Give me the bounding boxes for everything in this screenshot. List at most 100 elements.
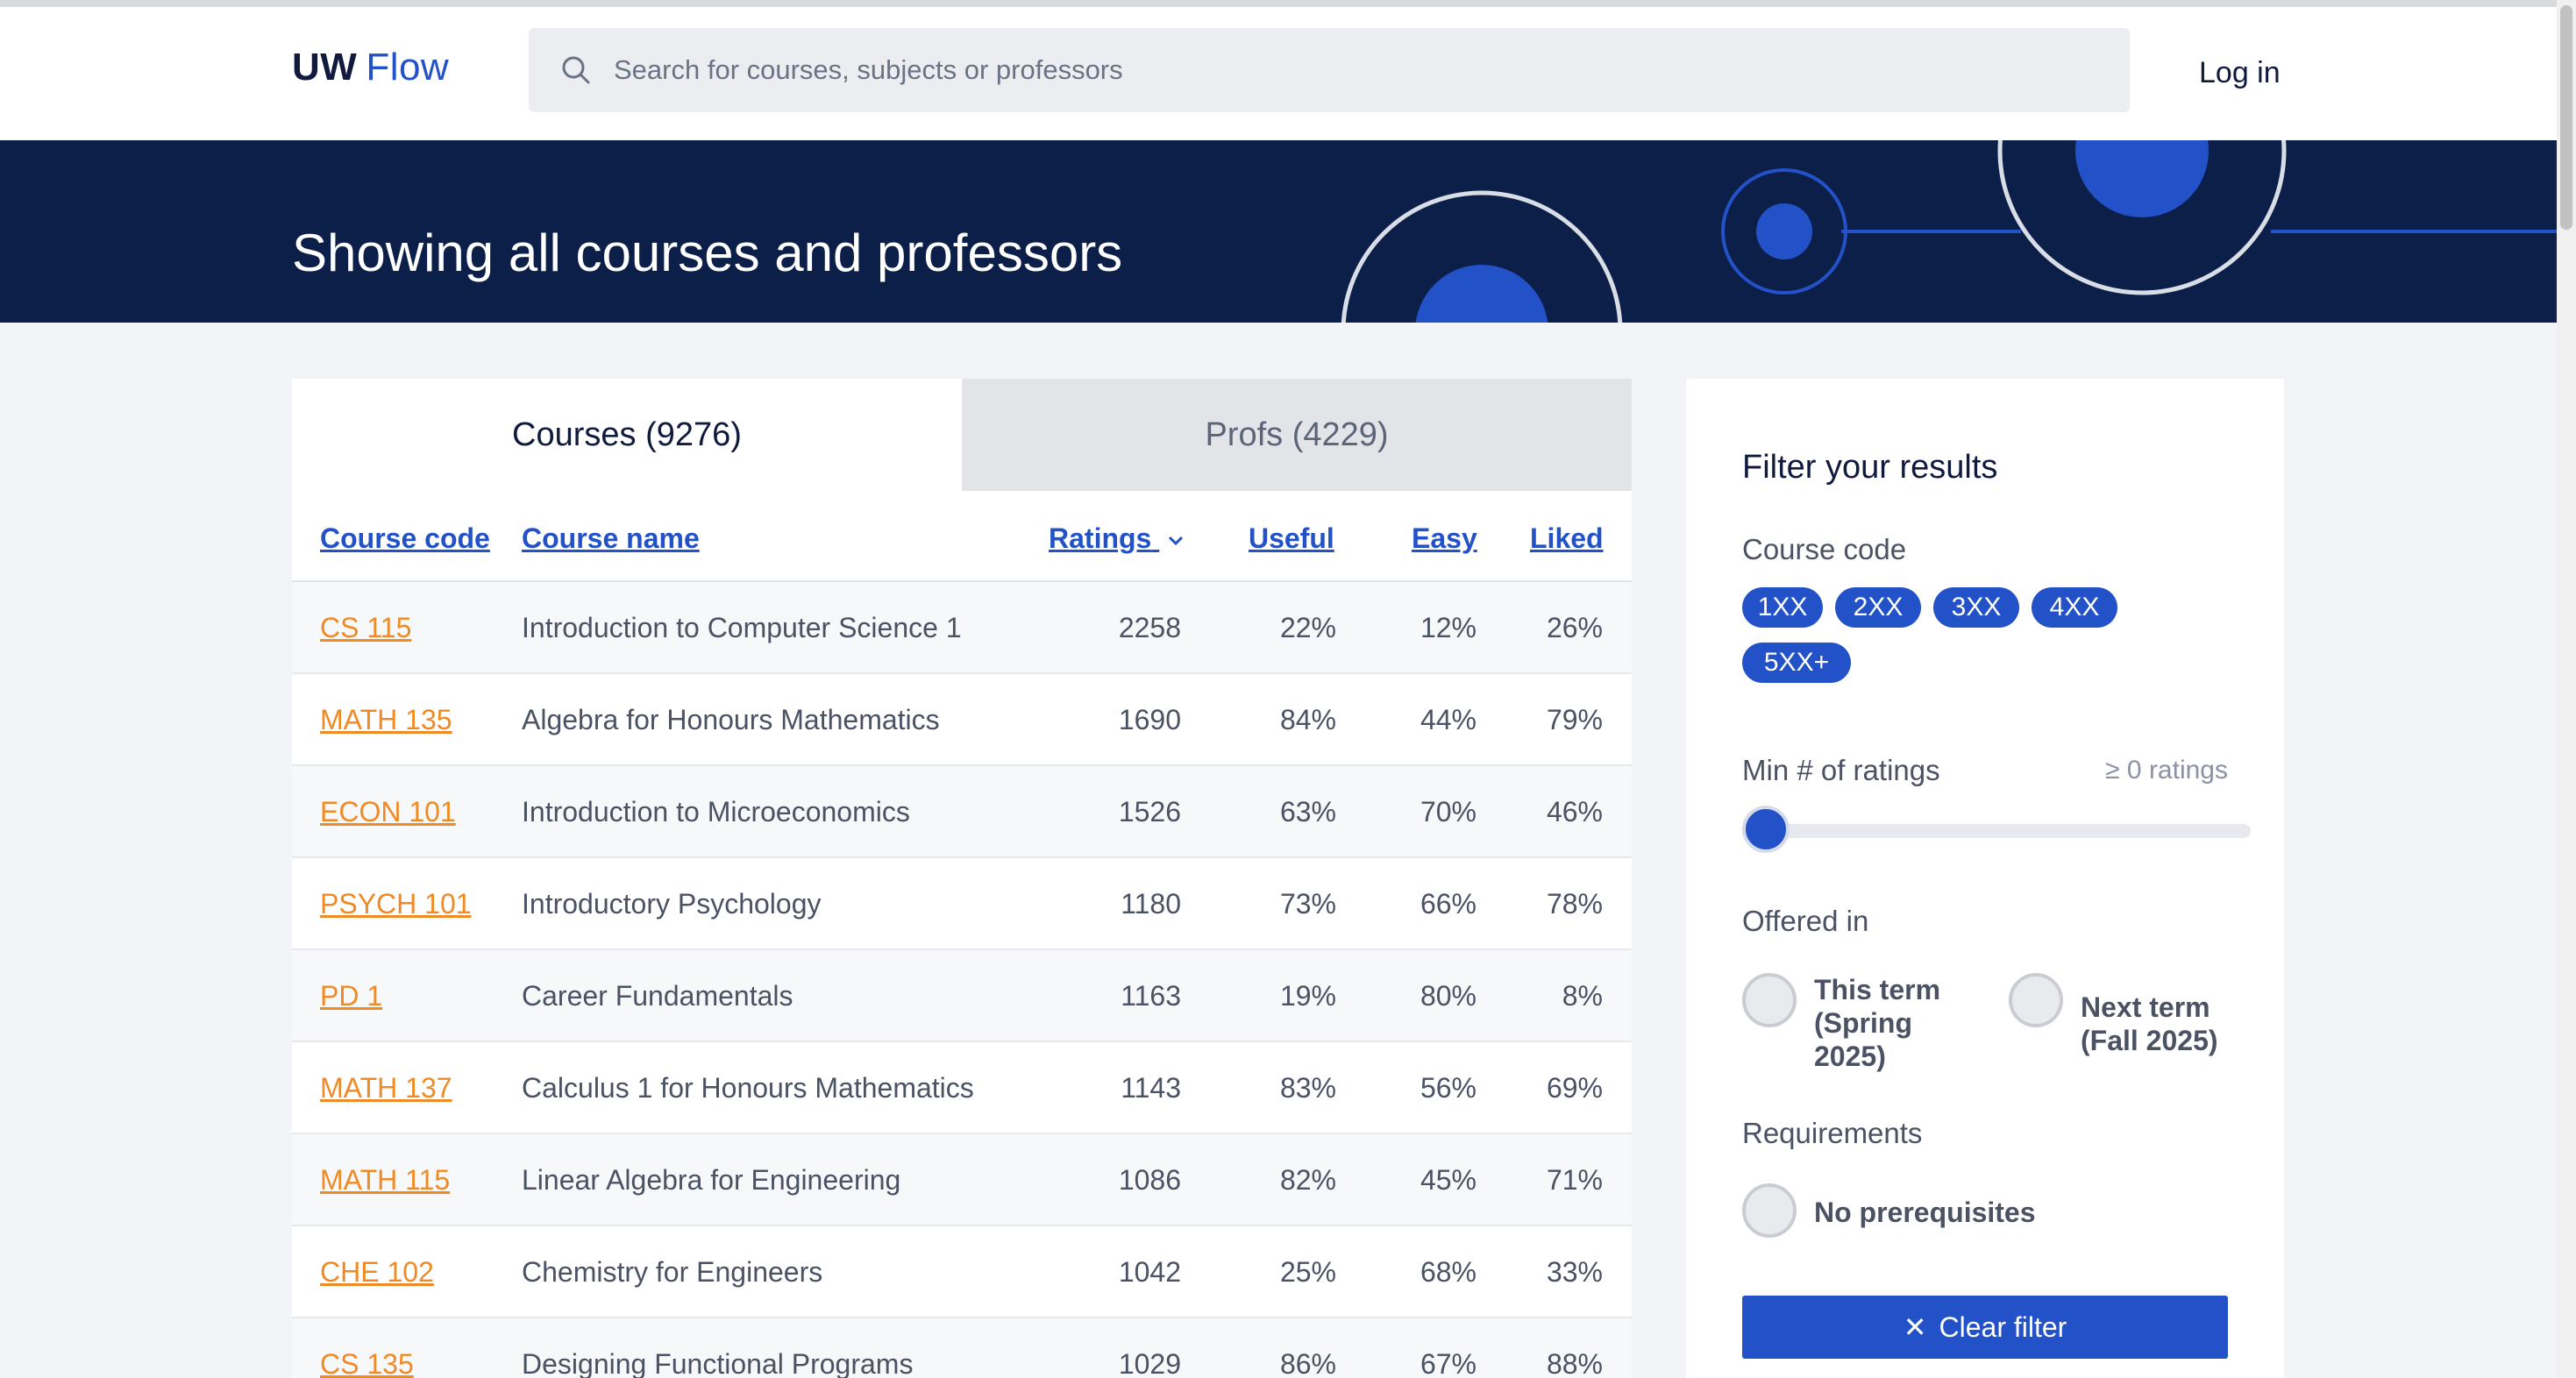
course-name: Linear Algebra for Engineering xyxy=(522,1164,901,1196)
results-tabs: Courses (9276) Profs (4229) xyxy=(292,379,1632,491)
page-scrollbar[interactable] xyxy=(2557,0,2576,1378)
course-name: Calculus 1 for Honours Mathematics xyxy=(522,1072,974,1104)
col-liked[interactable]: Liked xyxy=(1530,522,1604,554)
course-name: Algebra for Honours Mathematics xyxy=(522,704,940,735)
liked-percent: 69% xyxy=(1546,1072,1603,1104)
course-name: Chemistry for Engineers xyxy=(522,1256,823,1288)
tab-courses[interactable]: Courses (9276) xyxy=(292,379,962,491)
easy-percent: 12% xyxy=(1420,612,1477,643)
close-icon: ✕ xyxy=(1903,1311,1927,1343)
banner-decoration xyxy=(1341,140,2557,323)
course-code-link[interactable]: CS 115 xyxy=(320,612,412,643)
logo-uw: UW xyxy=(292,46,358,89)
search-input[interactable]: Search for courses, subjects or professo… xyxy=(529,28,2130,112)
course-code-link[interactable]: ECON 101 xyxy=(320,796,456,828)
search-icon xyxy=(562,56,590,84)
chip-3xx[interactable]: 3XX xyxy=(1933,587,2019,628)
course-code-link[interactable]: CHE 102 xyxy=(320,1256,434,1288)
table-row[interactable]: PSYCH 101 Introductory Psychology 1180 73% 6… xyxy=(292,858,1632,950)
chip-2xx[interactable]: 2XX xyxy=(1835,587,1921,628)
liked-percent: 71% xyxy=(1546,1164,1603,1196)
course-code-link[interactable]: MATH 137 xyxy=(320,1072,452,1104)
ratings-count: 1163 xyxy=(1121,980,1181,1012)
useful-percent: 82% xyxy=(1279,1164,1336,1196)
useful-percent: 22% xyxy=(1279,612,1336,643)
top-header: UW Flow Search for courses, subjects or p… xyxy=(0,0,2557,140)
chevron-down-icon xyxy=(1169,536,1184,545)
liked-percent: 8% xyxy=(1562,980,1603,1012)
requirements-label: Requirements xyxy=(1742,1117,1923,1149)
table-row[interactable]: PD 1 Career Fundamentals 1163 19% 80% 8% xyxy=(292,950,1632,1042)
course-code-link[interactable]: CS 135 xyxy=(320,1348,414,1378)
useful-percent: 86% xyxy=(1279,1348,1336,1378)
min-ratings-hint: ≥ 0 ratings xyxy=(2105,756,2228,785)
useful-percent: 84% xyxy=(1279,704,1336,735)
scrollbar-thumb[interactable] xyxy=(2560,5,2572,230)
clear-filter-button[interactable]: ✕ Clear filter xyxy=(1742,1296,2228,1359)
tab-profs[interactable]: Profs (4229) xyxy=(962,379,1632,491)
ratings-count: 1029 xyxy=(1118,1348,1181,1378)
easy-percent: 80% xyxy=(1420,980,1477,1012)
course-code-link[interactable]: MATH 115 xyxy=(320,1164,451,1196)
liked-percent: 78% xyxy=(1546,888,1603,920)
next-term-label[interactable]: Next term (Fall 2025) xyxy=(2081,991,2218,1056)
search-placeholder: Search for courses, subjects or professo… xyxy=(614,54,1123,85)
useful-percent: 25% xyxy=(1279,1256,1336,1288)
col-course-code[interactable]: Course code xyxy=(320,522,490,554)
chip-5xx[interactable]: 5XX+ xyxy=(1742,643,1851,683)
clear-filter-label: Clear filter xyxy=(1939,1311,2067,1343)
logo-flow: Flow xyxy=(366,46,450,89)
useful-percent: 19% xyxy=(1279,980,1336,1012)
table-row[interactable]: CS 115 Introduction to Computer Science 1… xyxy=(292,582,1632,674)
ratings-count: 2258 xyxy=(1118,612,1181,643)
course-code-link[interactable]: PSYCH 101 xyxy=(320,888,472,920)
chip-1xx[interactable]: 1XX xyxy=(1742,587,1823,628)
course-name: Introductory Psychology xyxy=(522,888,822,920)
course-code-link[interactable]: MATH 135 xyxy=(320,704,452,735)
login-button[interactable]: Log in xyxy=(2199,56,2281,89)
table-row[interactable]: MATH 135 Algebra for Honours Mathematics 1… xyxy=(292,674,1632,766)
table-row[interactable]: MATH 115 Linear Algebra for Engineering 10… xyxy=(292,1134,1632,1226)
course-code-label: Course code xyxy=(1742,533,1907,565)
this-term-label[interactable]: This term (Spring 2025) xyxy=(1814,974,1941,1072)
no-prereq-label[interactable]: No prerequisites xyxy=(1814,1197,2036,1228)
ratings-count: 1180 xyxy=(1121,888,1181,920)
col-easy[interactable]: Easy xyxy=(1412,522,1477,554)
easy-percent: 67% xyxy=(1420,1348,1477,1378)
liked-percent: 88% xyxy=(1546,1348,1603,1378)
hero-banner: Showing all courses and professors xyxy=(0,140,2557,323)
table-row[interactable]: ECON 101 Introduction to Microeconomics 15… xyxy=(292,766,1632,858)
liked-percent: 46% xyxy=(1546,796,1603,828)
filter-panel: Filter your results Course code 1XX 2XX … xyxy=(1686,379,2284,1378)
offered-in-label: Offered in xyxy=(1742,905,1869,937)
course-code-link[interactable]: PD 1 xyxy=(320,980,383,1012)
course-name: Introduction to Microeconomics xyxy=(522,796,910,828)
easy-percent: 45% xyxy=(1420,1164,1477,1196)
course-name: Introduction to Computer Science 1 xyxy=(522,612,962,643)
easy-percent: 70% xyxy=(1420,796,1477,828)
liked-percent: 26% xyxy=(1546,612,1603,643)
table-header: Course code Course name Ratings Useful E… xyxy=(292,491,1632,582)
easy-percent: 66% xyxy=(1420,888,1477,920)
table-row[interactable]: CHE 102 Chemistry for Engineers 1042 25% 68%… xyxy=(292,1226,1632,1318)
filter-title: Filter your results xyxy=(1742,449,1998,486)
ratings-count: 1086 xyxy=(1118,1164,1181,1196)
min-ratings-slider[interactable] xyxy=(1742,824,2251,838)
next-term-radio[interactable] xyxy=(2009,973,2063,1027)
slider-handle[interactable] xyxy=(1742,806,1790,853)
col-ratings-label: Ratings xyxy=(1049,522,1152,554)
col-course-name[interactable]: Course name xyxy=(522,522,700,554)
no-prereq-radio[interactable] xyxy=(1742,1183,1797,1238)
col-ratings[interactable]: Ratings xyxy=(1049,522,1185,555)
table-row[interactable]: MATH 137 Calculus 1 for Honours Mathemati… xyxy=(292,1042,1632,1134)
col-useful[interactable]: Useful xyxy=(1249,522,1334,554)
this-term-radio[interactable] xyxy=(1742,973,1797,1027)
ratings-count: 1143 xyxy=(1121,1072,1181,1104)
table-row[interactable]: CS 135 Designing Functional Programs 1029 8… xyxy=(292,1318,1632,1378)
logo[interactable]: UW Flow xyxy=(292,46,449,89)
min-ratings-label: Min # of ratings xyxy=(1742,754,1940,786)
easy-percent: 56% xyxy=(1420,1072,1477,1104)
useful-percent: 63% xyxy=(1279,796,1336,828)
course-name: Career Fundamentals xyxy=(522,980,793,1012)
chip-4xx[interactable]: 4XX xyxy=(2032,587,2117,628)
